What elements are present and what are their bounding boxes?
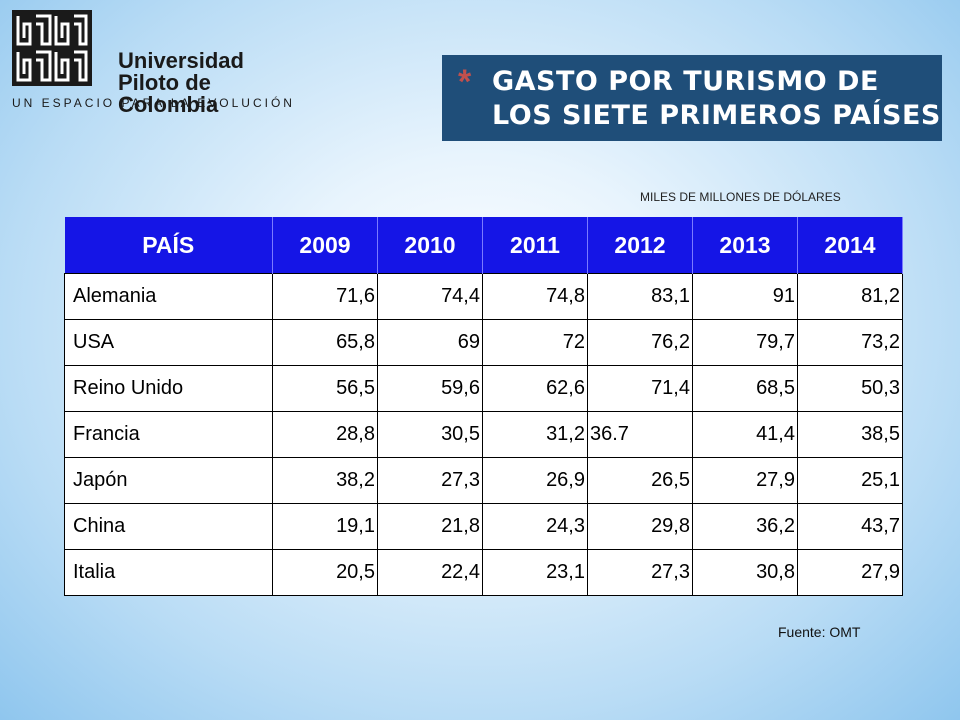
value-cell: 56,5 [272,365,378,412]
value-cell: 20,5 [272,549,378,596]
country-cell: Reino Unido [64,365,273,412]
header-cell: 2014 [797,217,903,274]
value-cell: 31,2 [482,411,588,458]
value-cell: 41,4 [692,411,798,458]
value-cell: 69 [377,319,483,366]
value-cell: 91 [692,273,798,320]
logo-maze-icon [12,10,92,86]
value-cell: 38,2 [272,457,378,504]
title-line2: LOS SIETE PRIMEROS PAÍSES [492,100,941,131]
value-cell: 71,4 [587,365,693,412]
header-cell: 2009 [272,217,378,274]
value-cell: 71,6 [272,273,378,320]
university-logo: Universidad Piloto de Colombia UN ESPACI… [10,8,310,116]
value-cell: 81,2 [797,273,903,320]
header-cell: PAÍS [64,217,273,274]
country-cell: Italia [64,549,273,596]
title-bullet-icon: * [458,63,472,101]
value-cell: 24,3 [482,503,588,550]
value-cell: 72 [482,319,588,366]
table-row: Francia 28,8 30,5 31,2 36.7 41,4 38,5 [64,411,903,458]
value-cell: 36,2 [692,503,798,550]
title-line1: GASTO POR TURISMO DE [492,66,879,97]
value-cell: 30,8 [692,549,798,596]
value-cell: 27,9 [797,549,903,596]
country-cell: Francia [64,411,273,458]
source-note: Fuente: OMT [778,624,861,640]
value-cell: 73,2 [797,319,903,366]
value-cell: 22,4 [377,549,483,596]
table-row: Italia 20,5 22,4 23,1 27,3 30,8 27,9 [64,549,903,596]
country-cell: USA [64,319,273,366]
value-cell: 21,8 [377,503,483,550]
table-row: Alemania 71,6 74,4 74,8 83,1 91 81,2 [64,273,903,320]
table-row: Japón 38,2 27,3 26,9 26,5 27,9 25,1 [64,457,903,504]
logo-line1: Universidad [118,48,244,73]
header-cell: 2011 [482,217,588,274]
header-cell: 2012 [587,217,693,274]
value-cell: 65,8 [272,319,378,366]
value-cell: 29,8 [587,503,693,550]
page-title: GASTO POR TURISMO DE LOS SIETE PRIMEROS … [492,65,941,133]
header-cell: 2010 [377,217,483,274]
logo-line2: Piloto de Colombia [118,70,219,117]
value-cell: 27,9 [692,457,798,504]
table-row: Reino Unido 56,5 59,6 62,6 71,4 68,5 50,… [64,365,903,412]
value-cell: 38,5 [797,411,903,458]
value-cell: 25,1 [797,457,903,504]
units-label: MILES DE MILLONES DE DÓLARES [640,190,841,204]
value-cell: 30,5 [377,411,483,458]
value-cell: 26,5 [587,457,693,504]
value-cell: 27,3 [587,549,693,596]
value-cell: 23,1 [482,549,588,596]
value-cell: 19,1 [272,503,378,550]
value-cell: 62,6 [482,365,588,412]
value-cell: 36.7 [587,411,693,458]
value-cell: 79,7 [692,319,798,366]
value-cell: 76,2 [587,319,693,366]
value-cell: 74,4 [377,273,483,320]
logo-name: Universidad Piloto de Colombia [118,50,310,116]
table-header-row: PAÍS 2009 2010 2011 2012 2013 2014 [64,217,903,274]
header-cell: 2013 [692,217,798,274]
value-cell: 27,3 [377,457,483,504]
value-cell: 59,6 [377,365,483,412]
value-cell: 83,1 [587,273,693,320]
value-cell: 68,5 [692,365,798,412]
country-cell: Alemania [64,273,273,320]
title-box: * GASTO POR TURISMO DE LOS SIETE PRIMERO… [442,55,942,141]
tourism-spending-table: PAÍS 2009 2010 2011 2012 2013 2014 Alema… [64,217,903,596]
value-cell: 26,9 [482,457,588,504]
logo-tagline: UN ESPACIO PARA LA EVOLUCIÓN [12,96,295,110]
table-row: USA 65,8 69 72 76,2 79,7 73,2 [64,319,903,366]
value-cell: 74,8 [482,273,588,320]
country-cell: China [64,503,273,550]
country-cell: Japón [64,457,273,504]
value-cell: 43,7 [797,503,903,550]
value-cell: 28,8 [272,411,378,458]
table-row: China 19,1 21,8 24,3 29,8 36,2 43,7 [64,503,903,550]
value-cell: 50,3 [797,365,903,412]
